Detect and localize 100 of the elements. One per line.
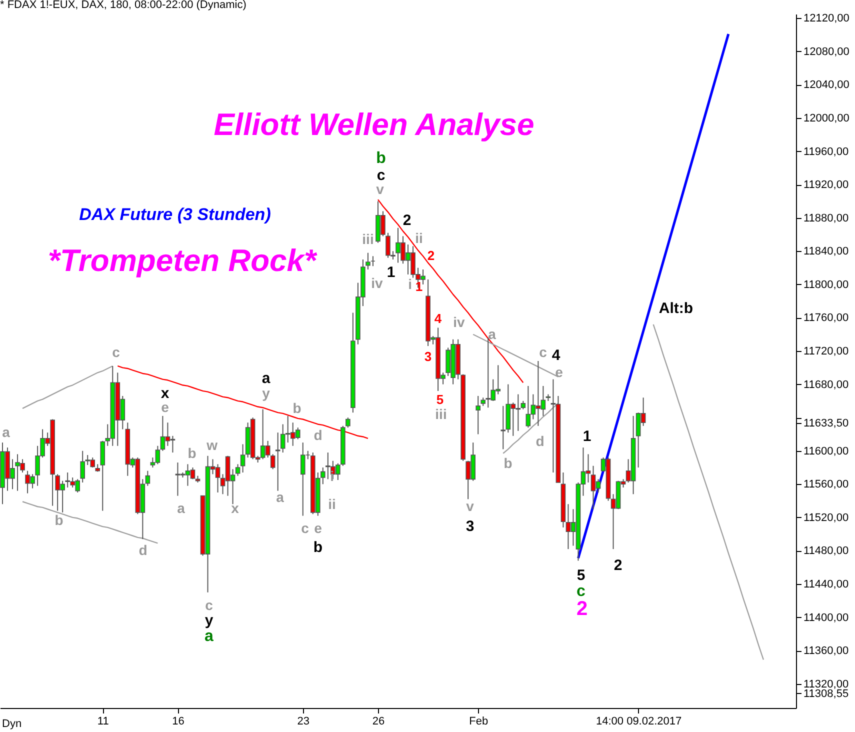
annotation: 5	[436, 392, 444, 407]
annotation: b	[504, 455, 512, 471]
y-tick-label: 11760,00	[804, 312, 849, 324]
y-tick-label: 11400,00	[804, 612, 849, 624]
annotation: w	[206, 437, 218, 453]
y-tick-label: 11680,00	[804, 378, 849, 391]
y-tick-label: 12080,00	[804, 46, 850, 58]
annotation: 5	[576, 567, 586, 584]
line-series	[502, 402, 559, 454]
line-series	[22, 501, 158, 544]
candlestick	[270, 454, 276, 470]
candlestick	[500, 405, 506, 450]
annotation: e	[314, 520, 322, 536]
y-tick-label: 11560,00	[804, 478, 849, 491]
annotation: c	[539, 344, 548, 360]
annotation: i	[330, 468, 334, 484]
text: Dyn	[2, 718, 22, 730]
annotation: b	[376, 150, 386, 167]
y-tick-label: 12040,00	[804, 79, 850, 92]
y-tick-label: 11440,00	[804, 578, 849, 591]
annotation: a	[2, 424, 10, 440]
annotation: 3	[466, 518, 474, 535]
annotation: c	[205, 597, 214, 613]
annotation: 2	[402, 212, 412, 229]
candlestick	[145, 470, 150, 486]
annotation: c	[301, 520, 310, 536]
annotation: iv	[453, 314, 466, 330]
annotation: b	[188, 445, 196, 461]
annotation: 4	[552, 347, 561, 364]
y-tick-label: 11920,00	[804, 179, 849, 192]
annotation: d	[138, 542, 148, 558]
candlestick	[476, 395, 480, 435]
annotation: e	[555, 364, 564, 380]
annotation: 1	[415, 279, 423, 294]
y-tick-label: 11840,00	[804, 246, 849, 258]
line-series	[576, 32, 730, 560]
annotation: iv	[371, 275, 384, 291]
annotation: c	[112, 344, 120, 360]
x-tick-label: Feb	[469, 716, 488, 728]
annotation: 2	[576, 598, 588, 620]
annotation: y	[204, 612, 214, 629]
y-tick-label: 11633,50	[804, 417, 849, 430]
candlestick	[80, 450, 86, 483]
annotation: a	[177, 500, 186, 516]
annotation: iii	[435, 406, 447, 422]
annotation: Alt:b	[658, 300, 694, 317]
y-tick-label: 12000,00	[804, 112, 850, 125]
candlestick	[100, 440, 106, 512]
x-tick-label: 16	[172, 716, 184, 728]
y-tick-label: 12120,00	[804, 12, 850, 25]
y-tick-label: 11720,00	[804, 346, 849, 358]
annotation: *Trompeten Rock*	[48, 243, 318, 278]
annotation: i	[408, 276, 412, 292]
annotation: x	[231, 500, 240, 516]
annotation: e	[161, 399, 170, 415]
annotation: c	[376, 167, 386, 184]
candlestick	[240, 444, 246, 474]
annotation: DAX Future (3 Stunden)	[79, 205, 272, 224]
annotation: 3	[424, 349, 432, 364]
y-tick-label: 11480,00	[804, 545, 849, 558]
y-tick-label: 11880,00	[804, 212, 849, 224]
annotation: b	[313, 539, 323, 556]
annotation: d	[314, 427, 322, 443]
annotation: iii	[362, 231, 374, 247]
candlestick	[275, 432, 280, 492]
annotation: Elliott Wellen Analyse	[214, 107, 534, 142]
annotation: c	[576, 583, 586, 600]
annotation: ii	[415, 230, 423, 246]
y-tick-label: 11360,00	[804, 645, 849, 658]
annotation: x	[160, 385, 170, 402]
line-series	[652, 324, 764, 660]
annotation: d	[536, 433, 544, 449]
annotation: 2	[614, 557, 622, 574]
x-tick-label: 11	[97, 716, 109, 728]
candlestick	[366, 252, 370, 270]
y-tick-label: 11320,00	[804, 678, 849, 690]
annotation: v	[376, 181, 384, 197]
annotation: 4	[434, 311, 442, 326]
line-series	[22, 365, 114, 410]
y-tick-label: 11960,00	[804, 146, 849, 158]
annotation: ii	[328, 496, 336, 512]
annotation: a	[488, 326, 496, 342]
annotation: b	[292, 400, 302, 416]
chart-title: * FDAX 1!-EUX, DAX, 180, 08:00-22:00 (Dynamic)	[0, 0, 246, 12]
line-series	[117, 365, 369, 439]
x-tick-label: 23	[297, 716, 310, 728]
annotation: a	[262, 370, 271, 387]
candlestick	[346, 417, 350, 428]
y-tick-label: 11308,55	[804, 688, 849, 700]
annotation: v	[466, 498, 474, 514]
x-tick-label: 14:00 09.02.2017	[596, 716, 682, 728]
annotation: b	[54, 512, 64, 528]
annotation: 1	[386, 264, 396, 281]
annotation: a	[204, 628, 214, 645]
x-tick-label: 26	[372, 716, 385, 728]
y-tick-label: 11800,00	[804, 278, 849, 291]
annotation: a	[276, 489, 284, 505]
y-tick-label: 11520,00	[804, 512, 849, 524]
candlestick	[320, 467, 326, 485]
annotation: 2	[427, 248, 435, 263]
